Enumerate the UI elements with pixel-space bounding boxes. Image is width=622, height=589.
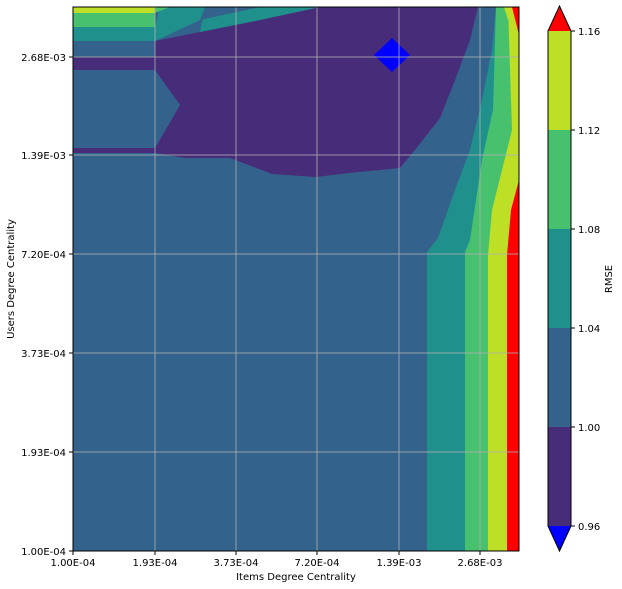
y-tick-label: 1.93E-04 xyxy=(21,448,66,459)
colorbar-band-1.08-1.12 xyxy=(548,130,571,229)
region-below-0.96 xyxy=(374,38,410,72)
x-tick-label: 3.73E-04 xyxy=(214,558,259,569)
x-tick-label: 1.39E-03 xyxy=(377,558,422,569)
plot-frame xyxy=(72,6,520,552)
region-1.08-1.12-topleft xyxy=(73,13,155,27)
colorbar-under-triangle xyxy=(548,526,571,551)
y-tick-label: 7.20E-04 xyxy=(21,250,66,261)
x-tick-marks xyxy=(72,551,481,555)
y-tick-labels: 1.00E-04 1.93E-04 3.73E-04 7.20E-04 1.39… xyxy=(21,53,66,558)
region-1.12-1.16-b xyxy=(504,7,512,20)
colorbar: 0.96 1.00 1.04 1.08 1.12 1.16 RMSE xyxy=(547,4,615,553)
colorbar-band-0.96-1.00 xyxy=(548,427,571,526)
x-tick-label: 7.20E-04 xyxy=(295,558,340,569)
region-1.08-1.12-top xyxy=(155,7,170,13)
colorbar-tick-label: 0.96 xyxy=(578,522,600,533)
grid xyxy=(73,7,519,551)
x-tick-label: 1.00E-04 xyxy=(51,558,96,569)
y-axis-label: Users Degree Centrality xyxy=(6,219,17,339)
colorbar-tick-label: 1.00 xyxy=(578,423,600,434)
colorbar-band-1.00-1.04 xyxy=(548,328,571,427)
colorbar-ticks xyxy=(571,30,575,527)
colorbar-tick-label: 1.12 xyxy=(578,126,600,137)
contour-fills xyxy=(73,7,519,551)
y-tick-label: 2.68E-03 xyxy=(21,53,66,64)
x-tick-label: 2.68E-03 xyxy=(458,558,503,569)
colorbar-label: RMSE xyxy=(604,265,615,293)
y-tick-label: 1.00E-04 xyxy=(21,547,66,558)
y-tick-label: 3.73E-04 xyxy=(21,349,66,360)
colorbar-band-1.12-1.16 xyxy=(548,31,571,130)
x-tick-label: 1.93E-04 xyxy=(133,558,178,569)
colorbar-over-triangle xyxy=(548,6,571,31)
colorbar-tick-label: 1.16 xyxy=(578,27,600,38)
x-tick-labels: 1.00E-04 1.93E-04 3.73E-04 7.20E-04 1.39… xyxy=(51,558,503,569)
colorbar-tick-label: 1.04 xyxy=(578,324,600,335)
region-1.12-1.16-corner xyxy=(73,7,160,13)
region-0.96-1.00-top-left-wedge xyxy=(200,7,260,20)
colorbar-tick-label: 1.08 xyxy=(578,225,600,236)
region-0.96-1.00 xyxy=(73,7,478,177)
region-above-1.16-top xyxy=(512,7,519,35)
colorbar-band-1.04-1.08 xyxy=(548,229,571,328)
region-above-1.16 xyxy=(507,180,519,551)
y-tick-marks xyxy=(69,56,73,552)
x-axis-label: Items Degree Centrality xyxy=(236,572,356,583)
y-tick-label: 1.39E-03 xyxy=(21,151,66,162)
